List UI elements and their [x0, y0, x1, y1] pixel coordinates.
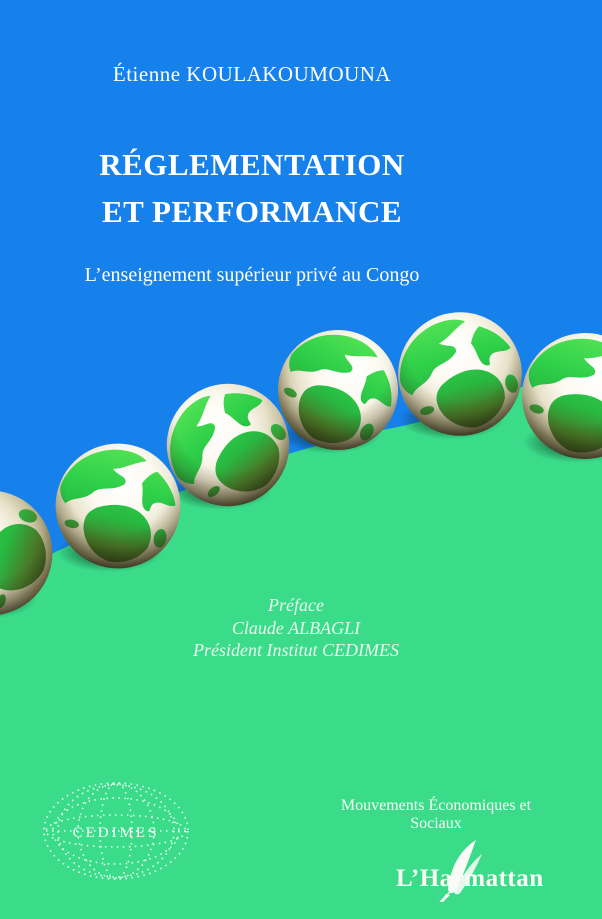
globe-icon	[141, 358, 315, 532]
globe-icon	[381, 298, 536, 450]
preface-author: Claude ALBAGLI	[231, 617, 361, 638]
feather-icon	[439, 840, 482, 902]
cedimes-label: CEDIMES	[73, 825, 160, 841]
globe-icon	[256, 308, 420, 472]
title-line-1: RÉGLEMENTATION	[99, 147, 405, 182]
series-title: Mouvements Économiques et Sociaux	[340, 797, 532, 832]
book-title: RÉGLEMENTATION ET PERFORMANCE	[0, 141, 504, 235]
preface-block: Préface Claude ALBAGLI Président Institu…	[0, 594, 592, 662]
publisher-logo: L’Harmattan	[396, 840, 576, 902]
preface-role: Président Institut CEDIMES	[193, 640, 399, 660]
globe-icon	[0, 473, 70, 633]
title-line-2: ET PERFORMANCE	[101, 194, 403, 229]
author-name: Étienne KOULAKOUMOUNA	[112, 62, 392, 86]
globe-icon	[38, 431, 193, 581]
preface-label: Préface	[268, 595, 324, 615]
cedimes-logo: CEDIMES	[43, 782, 189, 880]
globe-icon	[505, 316, 602, 476]
book-subtitle: L’enseignement supérieur privé au Congo	[84, 264, 420, 286]
